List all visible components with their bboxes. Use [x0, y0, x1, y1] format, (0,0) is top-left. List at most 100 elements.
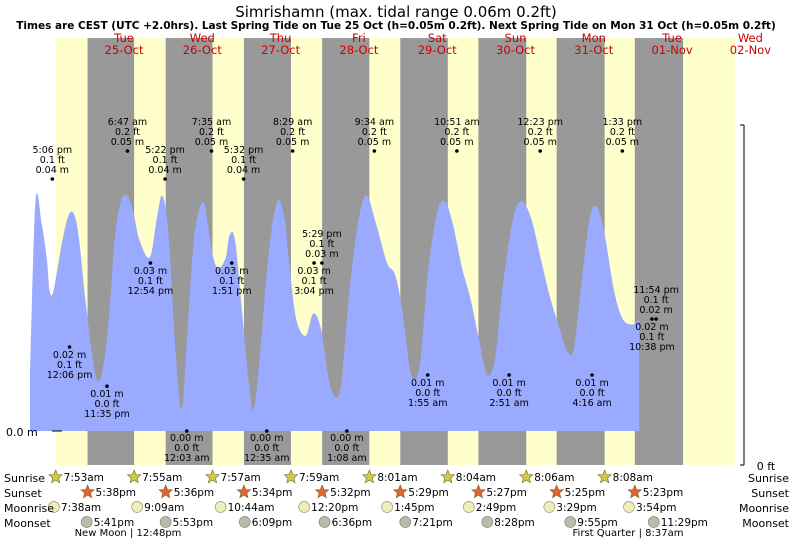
moonset-time: 5:53pm — [173, 517, 213, 529]
extreme-dot — [105, 384, 109, 389]
extreme-dot — [455, 149, 459, 153]
extreme-label: 2:51 am — [489, 398, 528, 409]
extreme-label: 0.04 m — [36, 165, 69, 176]
sunset-time: 5:34pm — [252, 487, 292, 499]
sunrise-icon — [283, 469, 299, 484]
sunrise-time: 8:04am — [456, 472, 496, 484]
extreme-dot — [425, 373, 430, 377]
extreme-label: 12:35 am — [244, 453, 289, 464]
day-header-date: 29-Oct — [418, 43, 457, 57]
extreme-label: 8:29 am — [273, 117, 312, 128]
extreme-label: 0.03 m — [215, 266, 248, 277]
moonrise-time: 3:29pm — [556, 502, 596, 514]
day-header-dow: Fri — [352, 31, 366, 45]
extreme-label: 1:55 am — [408, 398, 447, 409]
moonset-time: 9:55pm — [577, 517, 617, 529]
day-header-date: 02-Nov — [730, 43, 771, 57]
sunrise-icon — [518, 469, 534, 484]
extreme-dot — [50, 177, 55, 181]
extreme-label: 0.00 m — [330, 433, 363, 444]
extreme-dot — [209, 149, 214, 153]
moonset-icon — [564, 516, 577, 528]
extreme-label: 0.1 ft — [40, 155, 65, 166]
day-header-dow: Tue — [661, 31, 682, 45]
extreme-dot — [163, 177, 167, 181]
sunrise-icon — [440, 469, 456, 484]
extreme-label: 1:33 pm — [603, 117, 643, 128]
day-header-date: 27-Oct — [261, 43, 300, 57]
extreme-label: 10:51 am — [434, 117, 479, 128]
sunset-time: 5:29pm — [408, 487, 448, 499]
extreme-label: 0.1 ft — [219, 276, 244, 287]
sunset-time: 5:27pm — [486, 487, 526, 499]
moonset-icon — [159, 516, 172, 528]
sunrise-icon — [48, 469, 64, 484]
day-header-dow: Wed — [190, 31, 215, 45]
day-header-dow: Thu — [269, 31, 292, 45]
extreme-dot — [67, 345, 72, 349]
extreme-label: 5:22 pm — [145, 145, 185, 156]
extreme-label: 0.2 ft — [444, 127, 469, 138]
extreme-label: 1:08 am — [327, 453, 366, 464]
chart-subtitle: Times are CEST (UTC +2.0hrs). Last Sprin… — [16, 20, 776, 32]
extreme-label: 0.02 m — [53, 350, 86, 361]
extreme-dot — [148, 261, 153, 265]
moonrise-time: 12:20pm — [311, 502, 358, 514]
moonrise-icon — [298, 501, 310, 513]
sunset-time: 5:23pm — [643, 487, 683, 499]
sunrise-icon — [361, 469, 377, 484]
row-label-sunset-right: Sunset — [751, 487, 789, 500]
extreme-label: 0.0 ft — [334, 443, 359, 454]
extreme-label: 0.03 m — [297, 266, 330, 277]
extreme-dot — [320, 261, 324, 265]
extreme-label: 10:38 pm — [629, 342, 675, 353]
moon-phase-first-quarter: First Quarter | 8:37am — [573, 528, 684, 539]
extreme-dot — [184, 429, 189, 433]
extreme-label: 0.03 m — [134, 266, 167, 277]
sunrise-time: 8:06am — [534, 472, 574, 484]
moonset-icon — [399, 516, 412, 528]
day-headers: Tue25-OctWed26-OctThu27-OctFri28-OctSat2… — [105, 31, 772, 57]
sunset-icon — [158, 484, 174, 499]
extreme-label: 0.00 m — [250, 433, 283, 444]
row-label-sunrise-right: Sunrise — [748, 472, 789, 485]
day-header-date: 01-Nov — [651, 43, 692, 57]
extreme-label: 0.01 m — [492, 378, 525, 389]
extreme-dot — [264, 429, 269, 433]
sunrise-time: 8:01am — [377, 472, 417, 484]
moonset-icon — [647, 516, 660, 528]
sunrise-icon — [205, 469, 220, 484]
moonset-time: 6:09pm — [252, 517, 292, 529]
extreme-label: 0.03 m — [305, 249, 338, 260]
extreme-label: 11:35 pm — [84, 409, 130, 420]
moonrise-icon — [462, 501, 475, 513]
sunset-icon — [392, 484, 408, 499]
daylight-band — [683, 38, 735, 465]
extreme-dot — [650, 317, 654, 321]
day-header-dow: Wed — [738, 31, 763, 45]
extreme-label: 0.01 m — [411, 378, 444, 389]
moonrise-icon — [214, 501, 227, 513]
moonset-icon — [80, 516, 93, 528]
extreme-label: 0.01 m — [575, 378, 608, 389]
extreme-label: 5:06 pm — [32, 145, 72, 156]
extreme-label: 0.04 m — [227, 165, 260, 176]
moonrise-icon — [131, 501, 143, 513]
extreme-label: 0.01 m — [90, 389, 123, 400]
extreme-label: 0.2 ft — [115, 127, 140, 138]
extreme-label: 0.00 m — [170, 433, 203, 444]
extreme-dot — [345, 429, 349, 433]
moonrise-icon — [543, 501, 556, 513]
sunset-icon — [314, 484, 330, 499]
extreme-label: 0.02 m — [639, 305, 672, 316]
sunset-time: 5:36pm — [174, 487, 214, 499]
tide-area — [30, 192, 640, 431]
sunrise-time: 7:55am — [142, 472, 182, 484]
moonset-time: 11:29pm — [661, 517, 708, 529]
extreme-label: 12:54 pm — [128, 286, 174, 297]
extreme-label: 0.0 ft — [497, 388, 522, 399]
day-header-date: 26-Oct — [183, 43, 222, 57]
extreme-dot — [507, 373, 511, 377]
moon-phase-new: New Moon | 12:48pm — [75, 528, 182, 539]
sunrise-time: 7:53am — [64, 472, 104, 484]
